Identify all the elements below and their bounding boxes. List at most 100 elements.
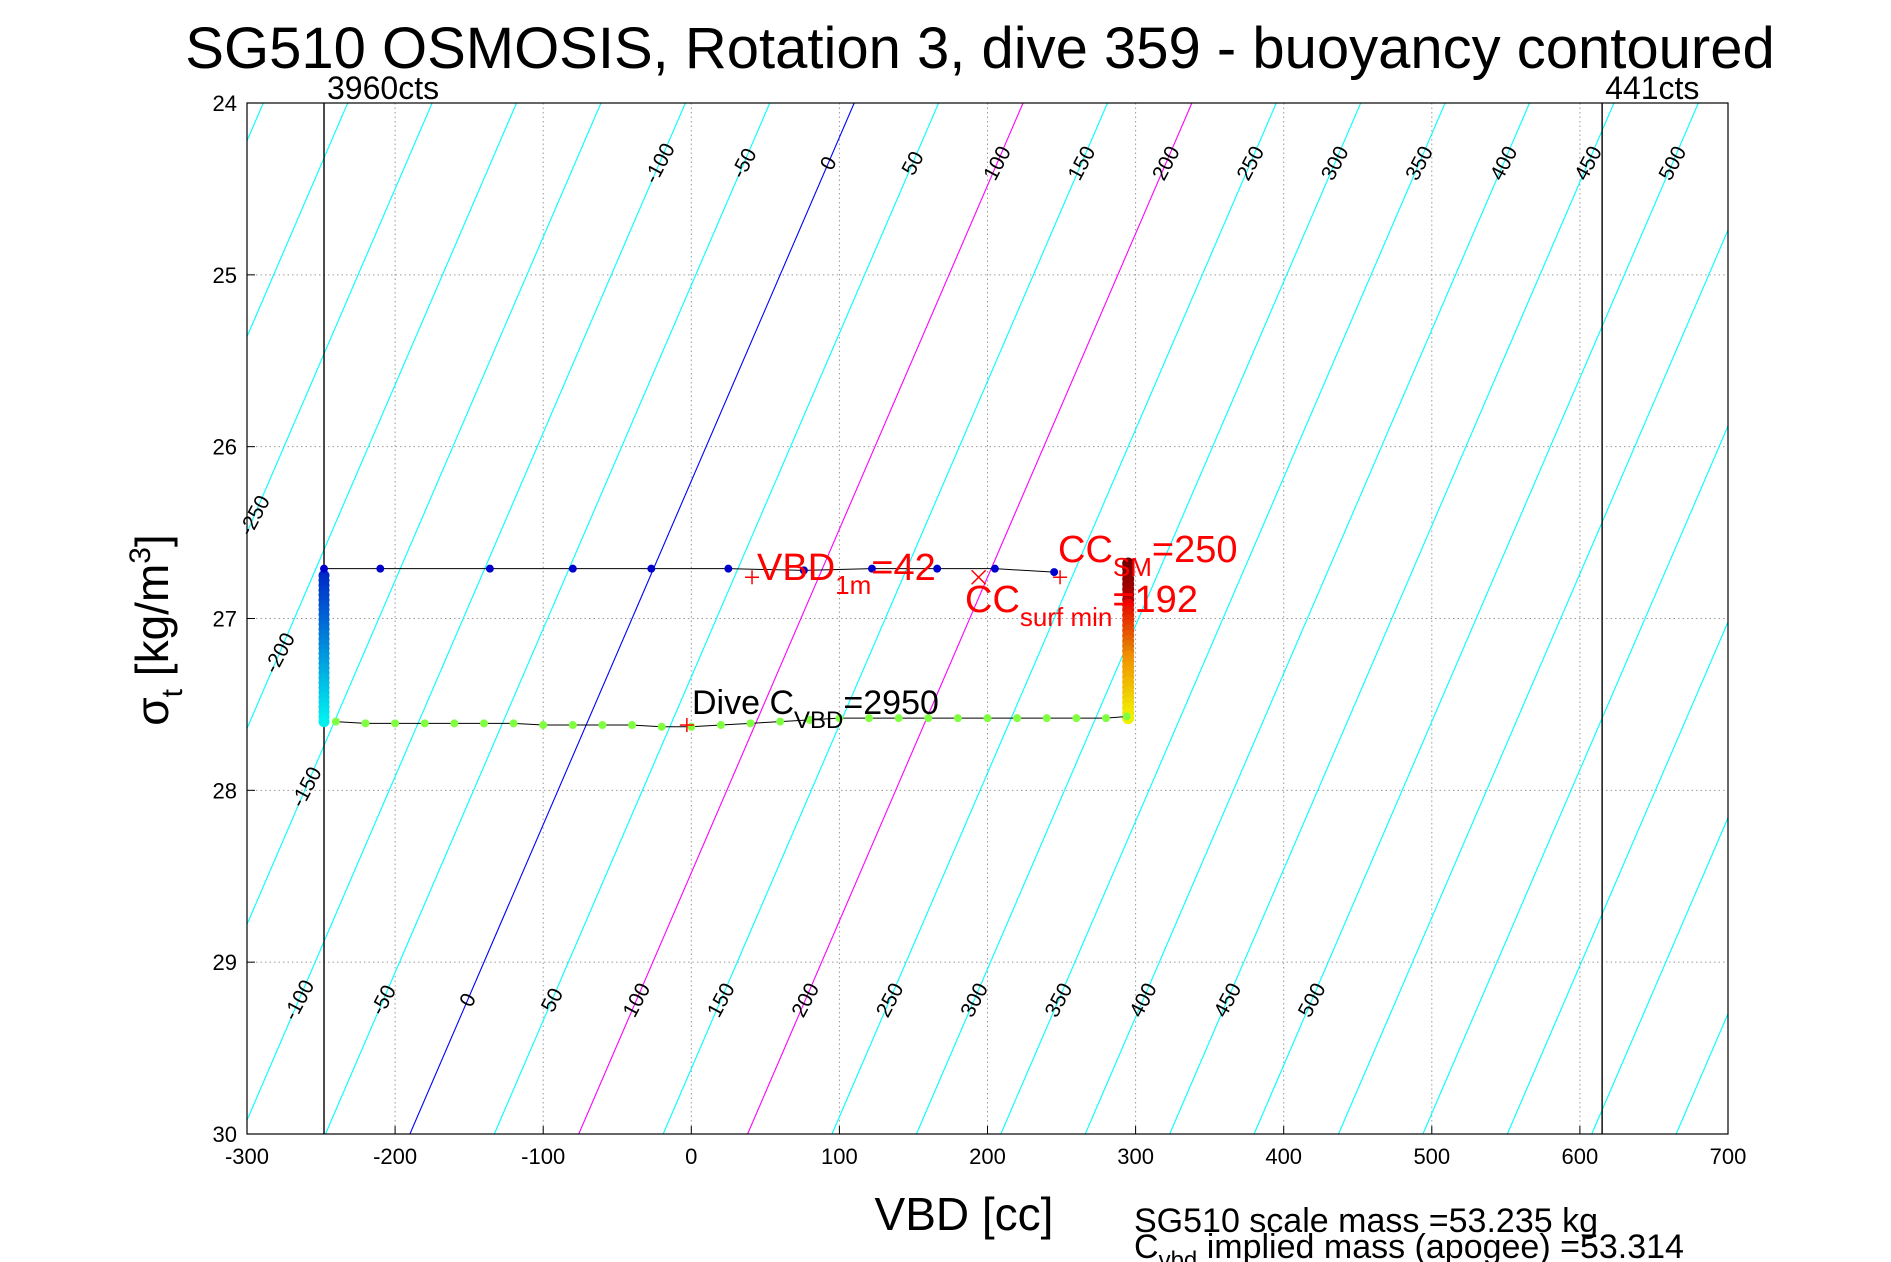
x-axis-label: VBD [cc] (875, 1188, 1054, 1240)
dive-point (479, 719, 488, 728)
x-tick-label: -100 (521, 1144, 565, 1169)
contour-labels: -250 -200 -150 -100 -50 0 50 100 150 200 250 300 350… (235, 139, 1691, 1024)
y-tick-label: 30 (213, 1122, 237, 1147)
dive-point (568, 721, 577, 730)
y-axis-label: σt [kg/m3] (124, 534, 189, 725)
dive-point (420, 719, 429, 728)
contour-label-top: 300 (1317, 143, 1354, 185)
contour-label-bottom: 250 (872, 979, 909, 1021)
dive-point (716, 721, 725, 730)
y-tick-label: 27 (213, 607, 237, 632)
dive-point (924, 714, 933, 723)
contour-label-top: 200 (1148, 143, 1185, 185)
contour-label-bottom: 0 (455, 990, 481, 1011)
dive-point (894, 714, 903, 723)
y-tick-label: 25 (213, 263, 237, 288)
contour-label-top: -200 (260, 629, 300, 677)
dive-point (953, 714, 962, 723)
count-markers: 3960cts 441cts (323, 70, 1699, 1134)
dive-point (1072, 714, 1081, 723)
x-tick-label: -300 (225, 1144, 269, 1169)
contour-line (1591, 816, 1728, 1134)
contour-line (247, 103, 433, 534)
dive-point (687, 722, 696, 731)
contour-line (1169, 103, 1615, 1134)
annotation-vbd1m: VBD1m=42 (757, 547, 936, 600)
contour-line (1761, 103, 1891, 1134)
contour-line (247, 103, 686, 1122)
dive-point (835, 714, 844, 723)
y-tick-label: 24 (213, 91, 237, 116)
contour-line (1845, 103, 1891, 1134)
dive-point (450, 719, 459, 728)
contour-line (493, 103, 940, 1134)
climb-point (799, 566, 808, 575)
x-tick-label: 600 (1562, 1144, 1599, 1169)
climb-point (568, 564, 577, 573)
cross-marker (971, 569, 987, 585)
dive-point (776, 717, 785, 726)
svg-text:Dive CVBD=2950: Dive CVBD=2950 (692, 684, 939, 734)
contour-line (1084, 103, 1531, 1134)
dive-point (1042, 714, 1051, 723)
annotation-dive-cvbd: Dive CVBD=2950 (692, 684, 939, 734)
descent-point (318, 716, 330, 728)
x-tick-label: 100 (821, 1144, 858, 1169)
contour-line (578, 103, 1024, 1134)
contour-line (662, 103, 1108, 1134)
x-tick-label: 500 (1413, 1144, 1450, 1169)
contour-label-top: -250 (235, 492, 275, 540)
chart-title: SG510 OSMOSIS, Rotation 3, dive 359 - bu… (185, 16, 1774, 81)
contour-label-top: 150 (1064, 143, 1101, 185)
contour-line (1506, 620, 1728, 1134)
dive-point (1101, 714, 1110, 723)
contour-label-bottom: 400 (1125, 979, 1162, 1021)
annotation-ccsurfmin: CCsurf min=192 (965, 579, 1198, 632)
dive-point (391, 719, 400, 728)
contour-label-top: 100 (979, 143, 1016, 185)
contour-label-bottom: 200 (787, 979, 824, 1021)
dive-point (598, 721, 607, 730)
dive-point (657, 722, 666, 731)
contour-line (247, 103, 349, 339)
svg-text:CCSM=250: CCSM=250 (1058, 529, 1237, 582)
climb-point (320, 564, 329, 573)
x-tick-label: 400 (1265, 1144, 1302, 1169)
climb-point (485, 564, 494, 573)
contour-line (915, 103, 1362, 1134)
contour-label-bottom: 150 (703, 979, 740, 1021)
contour-label-top: 450 (1570, 143, 1607, 185)
x-tick-label: 0 (685, 1144, 697, 1169)
climb-point (990, 564, 999, 573)
dive-point (1122, 712, 1131, 721)
dive-point (865, 714, 874, 723)
dive-point (628, 721, 637, 730)
dive-point (1013, 714, 1022, 723)
x-tick-label: -200 (373, 1144, 417, 1169)
y-tick-label: 28 (213, 778, 237, 803)
contour-label-top: 400 (1486, 143, 1523, 185)
x-tick-label: 300 (1117, 1144, 1154, 1169)
contour-line (1422, 424, 1728, 1134)
contour-label-bottom: 350 (1041, 979, 1078, 1021)
dive-point (805, 715, 814, 724)
climb-point (647, 564, 656, 573)
contour-label-bottom: 500 (1294, 979, 1331, 1021)
contour-label-top: 0 (816, 153, 842, 174)
contour-line (409, 103, 855, 1134)
contour-line (247, 103, 518, 730)
contour-line (1337, 228, 1728, 1134)
contour-label-bottom: 450 (1209, 979, 1246, 1021)
contour-line (1000, 103, 1446, 1134)
contour-label-top: 500 (1655, 143, 1692, 185)
dive-point (983, 714, 992, 723)
dive-point (539, 721, 548, 730)
dive-line (335, 715, 1127, 728)
dive-point (331, 717, 340, 726)
dive-point (746, 719, 755, 728)
contour-label-top: -50 (727, 145, 762, 183)
climb-point (724, 564, 733, 573)
count-label: 441cts (1605, 70, 1699, 106)
climb-point (933, 564, 942, 573)
